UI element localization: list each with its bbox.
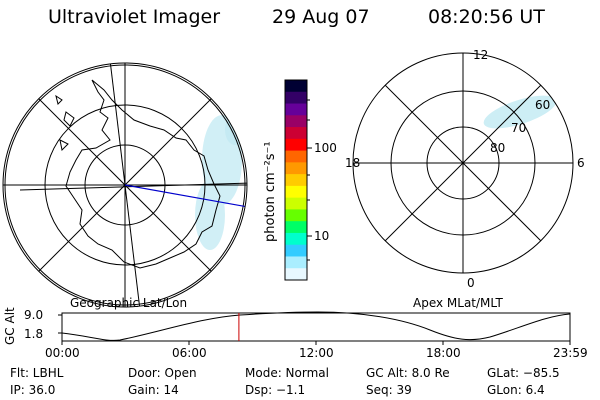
orbit-timeline bbox=[58, 311, 571, 345]
info-ip: IP: 36.0 bbox=[10, 383, 56, 397]
mlat-label-80: 80 bbox=[490, 141, 506, 155]
colorbar-segment bbox=[285, 91, 307, 105]
colorbar-segment bbox=[285, 197, 307, 210]
info-gc-alt: GC Alt: 8.0 Re bbox=[366, 366, 450, 380]
timeline-tick-0: 00:00 bbox=[45, 346, 80, 360]
app-title: Ultraviolet Imager bbox=[48, 6, 221, 28]
timeline-tick-4: 23:59 bbox=[553, 346, 588, 360]
colorbar-segment bbox=[285, 221, 307, 234]
colorbar-segment bbox=[285, 185, 307, 199]
colorbar-segment bbox=[285, 103, 307, 116]
satellite-track bbox=[124, 184, 247, 208]
colorbar-segment bbox=[285, 244, 307, 257]
info-glat: GLat: −85.5 bbox=[487, 366, 560, 380]
mlt-label-12: 12 bbox=[473, 48, 489, 62]
info-door: Door: Open bbox=[128, 366, 197, 380]
aurora-glow-left bbox=[195, 115, 245, 250]
timeline-y-top: 9.0 bbox=[24, 308, 44, 322]
mlat-label-70: 70 bbox=[511, 121, 527, 135]
mlt-map-title: Apex MLat/MLT bbox=[413, 296, 503, 310]
colorbar-segment bbox=[285, 232, 307, 246]
colorbar-segment bbox=[285, 174, 307, 187]
timeline-tick-3: 18:00 bbox=[426, 346, 461, 360]
geographic-map bbox=[2, 62, 248, 308]
info-dsp: Dsp: −1.1 bbox=[245, 383, 306, 397]
mlt-map bbox=[352, 52, 574, 274]
colorbar-tick-10: 10 bbox=[314, 229, 330, 243]
mlt-label-0: 0 bbox=[467, 276, 475, 290]
info-gain: Gain: 14 bbox=[128, 383, 179, 397]
colorbar-segment bbox=[285, 209, 307, 222]
mlt-label-18: 18 bbox=[345, 156, 361, 170]
info-mode: Mode: Normal bbox=[245, 366, 329, 380]
mlat-label-60: 60 bbox=[535, 98, 551, 112]
altitude-curve bbox=[61, 311, 571, 341]
colorbar-segment bbox=[285, 268, 307, 281]
colorbar-segment bbox=[285, 80, 307, 93]
timeline-ticks bbox=[58, 314, 571, 345]
colorbar-segment bbox=[285, 162, 307, 175]
info-flt: Flt: LBHL bbox=[10, 366, 64, 380]
time-label: 08:20:56 UT bbox=[428, 6, 545, 28]
colorbar-tick-100: 100 bbox=[314, 141, 337, 155]
timeline-axis-label: GC Alt bbox=[3, 307, 17, 345]
timeline-tick-2: 12:00 bbox=[299, 346, 334, 360]
info-glon: GLon: 6.4 bbox=[487, 383, 545, 397]
colorbar-unit-label: photon cm⁻²s⁻¹ bbox=[263, 141, 278, 242]
timeline-y-bottom: 1.8 bbox=[24, 327, 44, 341]
colorbar-segment bbox=[285, 256, 307, 269]
colorbar-segment bbox=[285, 115, 307, 128]
colorbar-ticks bbox=[307, 99, 312, 261]
colorbar-segment bbox=[285, 138, 307, 152]
mlt-label-6: 6 bbox=[577, 156, 585, 170]
geographic-map-title: Geographic Lat/Lon bbox=[70, 296, 188, 310]
info-seq: Seq: 39 bbox=[366, 383, 412, 397]
colorbar-segment bbox=[285, 127, 307, 140]
island-outlines bbox=[47, 65, 75, 152]
date-label: 29 Aug 07 bbox=[272, 6, 370, 28]
timeline-tick-1: 06:00 bbox=[172, 346, 207, 360]
color-bar bbox=[285, 80, 307, 281]
colorbar-segment bbox=[285, 150, 307, 163]
aurora-glow-right bbox=[483, 95, 557, 129]
continent-outline bbox=[65, 79, 221, 269]
